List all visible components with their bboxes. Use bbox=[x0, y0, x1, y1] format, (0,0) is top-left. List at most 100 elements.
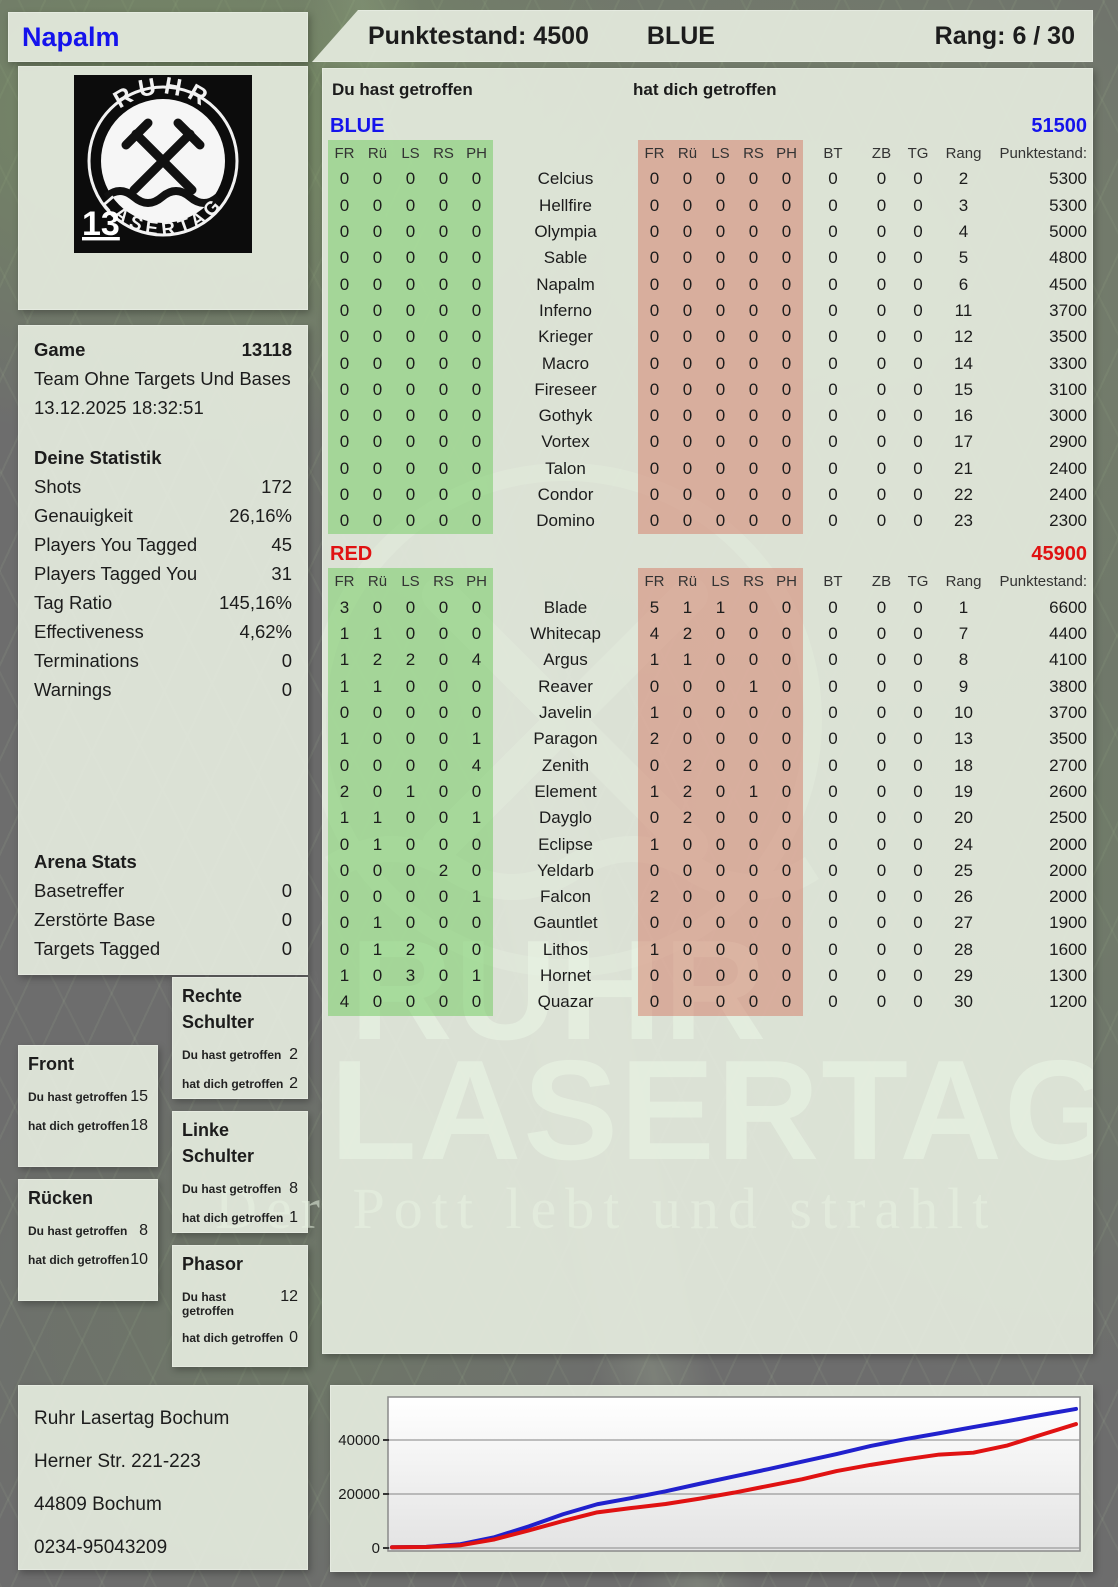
you-hit-cell: 0 bbox=[328, 481, 361, 509]
zb-cell: 0 bbox=[876, 511, 887, 531]
score-cell: 2000 bbox=[1049, 860, 1087, 880]
them-hit-cell: 0 bbox=[704, 192, 737, 219]
stat-label: Basetreffer bbox=[34, 880, 125, 901]
you-hit-cell: 0 bbox=[427, 884, 460, 911]
you-hit-cell: 1 bbox=[460, 805, 493, 832]
them-hit-cell: 1 bbox=[737, 778, 770, 806]
them-hit-cell: 0 bbox=[671, 245, 704, 272]
zb-cell: 0 bbox=[876, 300, 887, 320]
you-hit-cell: 0 bbox=[460, 192, 493, 219]
them-hit-cell: 0 bbox=[737, 245, 770, 272]
you-hit-cell: 0 bbox=[427, 831, 460, 858]
them-hit-cell: 0 bbox=[671, 726, 704, 753]
col-header: Punktestand: bbox=[999, 573, 1087, 591]
you-hit-cell: 0 bbox=[328, 271, 361, 298]
col-header: PH bbox=[770, 568, 803, 595]
you-hit-cell: 0 bbox=[427, 297, 460, 325]
them-hit-cell: 1 bbox=[638, 831, 671, 858]
tg-cell: 0 bbox=[913, 729, 923, 749]
rank-cell: 14 bbox=[954, 353, 973, 373]
them-hit-cell: 0 bbox=[704, 962, 737, 990]
you-hit-cell: 0 bbox=[460, 245, 493, 272]
table-row: 1 1 0 0 0 Whitecap 4 2 0 0 0 0 0 0 7 4400 bbox=[322, 621, 1093, 648]
col-header: Rü bbox=[361, 568, 394, 595]
bt-cell: 0 bbox=[828, 755, 838, 775]
score-cell: 3500 bbox=[1049, 729, 1087, 749]
you-hit-cell: 0 bbox=[460, 621, 493, 648]
tg-cell: 0 bbox=[913, 913, 923, 933]
team-label-row: RED 45900 bbox=[322, 540, 1093, 568]
stat-label: Genauigkeit bbox=[34, 505, 133, 526]
team-header: BLUE bbox=[646, 21, 715, 50]
you-hit-cell: 0 bbox=[361, 376, 394, 403]
them-hit-cell: 0 bbox=[737, 192, 770, 219]
hit-zone-row: hat dich getroffen 18 bbox=[28, 1117, 148, 1135]
you-hit-cell: 0 bbox=[394, 376, 427, 403]
you-hit-cell: 0 bbox=[328, 402, 361, 430]
player-name-cell: Gothyk bbox=[538, 406, 593, 426]
score-cell: 4500 bbox=[1049, 274, 1087, 294]
zb-cell: 0 bbox=[876, 755, 887, 775]
them-hit-cell: 0 bbox=[638, 673, 671, 700]
bt-cell: 0 bbox=[828, 169, 838, 189]
you-hit-cell: 0 bbox=[394, 166, 427, 193]
table-row: 0 0 0 0 0 Talon 0 0 0 0 0 0 0 0 21 2400 bbox=[322, 455, 1093, 482]
you-hit-cell: 1 bbox=[328, 962, 361, 990]
tg-cell: 0 bbox=[913, 432, 923, 452]
them-hit-cell: 0 bbox=[671, 481, 704, 509]
you-hit-cell: 0 bbox=[394, 673, 427, 700]
them-hit-cell: 0 bbox=[704, 910, 737, 937]
score-cell: 5300 bbox=[1049, 169, 1087, 189]
them-hit-cell: 0 bbox=[770, 805, 803, 832]
hit-zone-title: Front bbox=[28, 1054, 74, 1074]
stat-row: Tag Ratio 145,16% bbox=[34, 588, 292, 617]
hit-zone-row: hat dich getroffen 0 bbox=[182, 1329, 298, 1347]
zb-cell: 0 bbox=[876, 353, 887, 373]
stat-row: Effectiveness 4,62% bbox=[34, 617, 292, 646]
rank-cell: 19 bbox=[954, 781, 973, 801]
club-logo: RUHR LASERTAG 13 bbox=[74, 75, 252, 253]
them-hit-cell: 0 bbox=[770, 166, 803, 193]
them-hit-cell: 0 bbox=[737, 989, 770, 1016]
bt-cell: 0 bbox=[828, 458, 838, 478]
stat-row: Warnings 0 bbox=[34, 675, 292, 704]
tg-cell: 0 bbox=[913, 966, 923, 986]
zb-cell: 0 bbox=[876, 676, 887, 696]
you-hit-cell: 0 bbox=[394, 857, 427, 885]
hit-zone-value: 12 bbox=[280, 1288, 298, 1305]
them-hit-cell: 0 bbox=[671, 962, 704, 990]
stat-value: 0 bbox=[281, 679, 292, 700]
hit-zone-label: Du hast getroffen bbox=[28, 1224, 128, 1238]
you-hit-cell: 0 bbox=[427, 455, 460, 482]
bt-cell: 0 bbox=[828, 887, 838, 907]
you-hit-cell: 0 bbox=[328, 508, 361, 535]
tg-cell: 0 bbox=[913, 511, 923, 531]
table-row: 0 0 0 0 0 Javelin 1 0 0 0 0 0 0 0 10 3700 bbox=[322, 699, 1093, 727]
you-hit-cell: 0 bbox=[394, 508, 427, 535]
you-hit-cell: 0 bbox=[460, 166, 493, 193]
hit-zone-box-rechte-schulter: Rechte Schulter Du hast getroffen 2 hat dic… bbox=[172, 977, 308, 1099]
bt-cell: 0 bbox=[828, 432, 838, 452]
player-name-cell: Paragon bbox=[533, 729, 598, 749]
hit-zone-label: hat dich getroffen bbox=[28, 1253, 130, 1267]
them-hit-cell: 0 bbox=[638, 245, 671, 272]
them-hit-cell: 0 bbox=[638, 402, 671, 430]
you-hit-cell: 0 bbox=[361, 778, 394, 806]
you-hit-cell: 0 bbox=[427, 752, 460, 779]
you-hit-cell: 0 bbox=[328, 429, 361, 456]
you-hit-cell: 0 bbox=[427, 910, 460, 937]
team-name: RED bbox=[330, 542, 373, 565]
bt-cell: 0 bbox=[828, 511, 838, 531]
you-hit-cell: 0 bbox=[427, 324, 460, 351]
table-row: 0 1 2 0 0 Lithos 1 0 0 0 0 0 0 0 28 1600 bbox=[322, 936, 1093, 963]
them-hit-cell: 0 bbox=[737, 455, 770, 482]
them-hit-cell: 0 bbox=[671, 376, 704, 403]
player-name-cell: Falcon bbox=[539, 887, 592, 907]
bt-cell: 0 bbox=[828, 913, 838, 933]
stat-label: Players Tagged You bbox=[34, 563, 198, 584]
you-hit-cell: 0 bbox=[361, 402, 394, 430]
player-name-cell: Gauntlet bbox=[533, 913, 598, 933]
them-hit-cell: 0 bbox=[671, 884, 704, 911]
them-hit-cell: 0 bbox=[770, 218, 803, 246]
you-hit-cell: 0 bbox=[460, 936, 493, 963]
